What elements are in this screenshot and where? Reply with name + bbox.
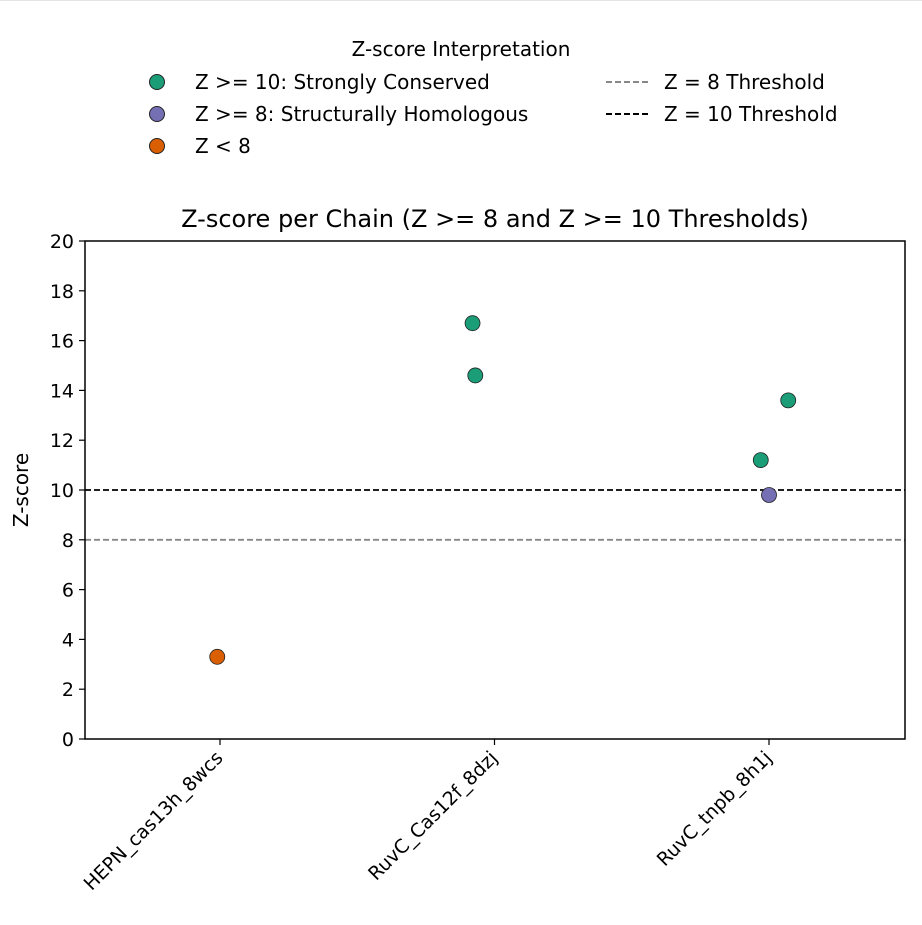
chart-title: Z-score per Chain (Z >= 8 and Z >= 10 Th…	[181, 205, 809, 233]
legend-item-z8-threshold: Z = 8 Threshold	[606, 69, 825, 95]
y-tick-label: 12	[50, 430, 74, 452]
y-tick-label: 4	[62, 629, 74, 651]
legend-line-black	[606, 113, 648, 115]
y-tick-label: 16	[50, 331, 74, 353]
threshold-lines	[85, 489, 905, 541]
y-axis-label: Z-score	[9, 453, 33, 527]
y-axis: 0 2 4 6 8 10 12 14 16 18 20	[50, 231, 85, 751]
y-tick-label: 10	[50, 480, 74, 502]
legend-item-z10-threshold: Z = 10 Threshold	[606, 101, 838, 127]
data-point	[209, 648, 226, 665]
data-point	[464, 315, 481, 332]
top-border	[0, 0, 922, 1]
y-tick-label: 20	[50, 231, 74, 253]
x-tick-label: RuvC_tnpb_8h1j	[653, 747, 777, 871]
data-point	[780, 392, 797, 409]
x-tick-label: RuvC_Cas12f_8dzj	[364, 747, 502, 885]
legend-marker-green	[149, 74, 165, 90]
legend-marker-orange	[149, 138, 165, 154]
y-tick-label: 14	[50, 380, 74, 402]
legend-item-below-8: Z < 8	[147, 133, 251, 159]
legend-label: Z >= 10: Strongly Conserved	[195, 70, 490, 94]
legend-label: Z >= 8: Structurally Homologous	[195, 102, 529, 126]
x-axis: HEPN_cas13h_8wcs RuvC_Cas12f_8dzj RuvC_tnp…	[80, 739, 777, 895]
y-tick-label: 8	[62, 530, 74, 552]
data-points	[209, 315, 797, 665]
legend-label: Z < 8	[195, 134, 251, 158]
legend-item-strongly-conserved: Z >= 10: Strongly Conserved	[147, 69, 490, 95]
legend-item-structurally-homologous: Z >= 8: Structurally Homologous	[147, 101, 528, 127]
data-point	[761, 487, 777, 503]
legend-label: Z = 8 Threshold	[664, 70, 825, 94]
legend-marker-purple	[149, 106, 165, 122]
data-point	[467, 367, 484, 384]
data-point	[752, 452, 769, 469]
y-tick-label: 18	[50, 281, 74, 303]
plot-frame	[84, 240, 906, 740]
legend-title: Z-score Interpretation	[351, 37, 571, 61]
y-tick-label: 6	[62, 580, 74, 602]
y-tick-label: 0	[62, 729, 74, 751]
legend-label: Z = 10 Threshold	[664, 102, 838, 126]
y-tick-label: 2	[62, 679, 74, 701]
legend-line-gray	[606, 81, 648, 83]
x-tick-label: HEPN_cas13h_8wcs	[80, 747, 228, 895]
